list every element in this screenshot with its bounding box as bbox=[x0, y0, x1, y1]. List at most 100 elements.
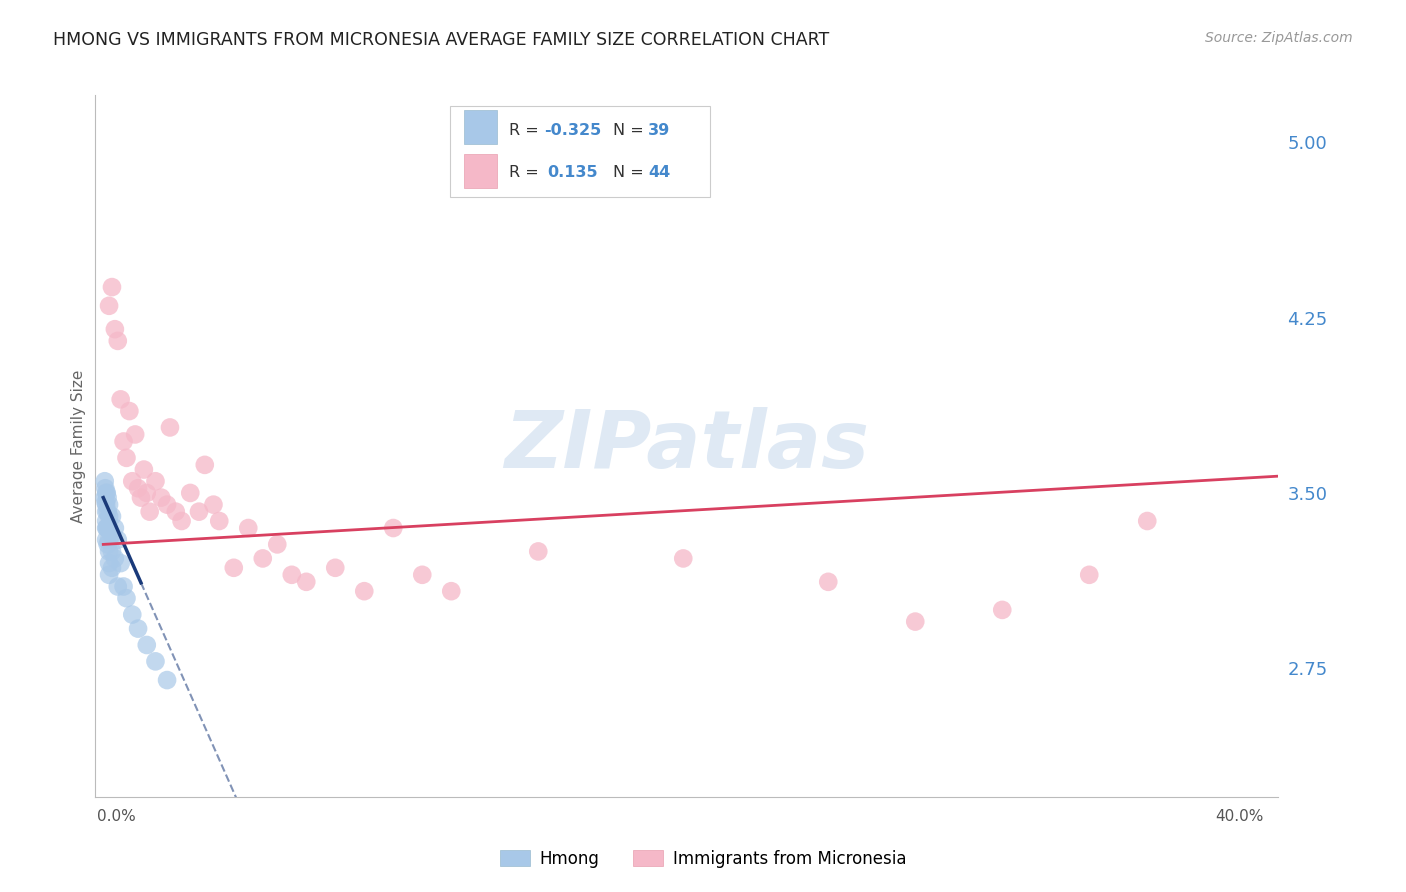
Point bbox=[104, 521, 127, 535]
Point bbox=[101, 528, 124, 542]
FancyBboxPatch shape bbox=[464, 154, 496, 188]
Point bbox=[98, 498, 121, 512]
Point bbox=[97, 537, 120, 551]
Point bbox=[170, 514, 193, 528]
Point bbox=[93, 475, 115, 489]
Point bbox=[96, 486, 118, 500]
Point bbox=[132, 462, 155, 476]
Point bbox=[440, 584, 463, 599]
Point bbox=[110, 556, 132, 570]
Point bbox=[127, 481, 149, 495]
FancyBboxPatch shape bbox=[450, 106, 710, 197]
Point bbox=[527, 544, 550, 558]
Point bbox=[98, 521, 121, 535]
Point bbox=[156, 498, 179, 512]
Point bbox=[98, 533, 121, 547]
Point bbox=[145, 654, 167, 668]
Point bbox=[252, 551, 274, 566]
Point bbox=[93, 491, 115, 505]
Point bbox=[104, 322, 127, 336]
Point bbox=[112, 434, 135, 449]
Text: 0.135: 0.135 bbox=[548, 165, 599, 180]
Point bbox=[98, 544, 121, 558]
Point bbox=[295, 574, 318, 589]
Point bbox=[222, 561, 245, 575]
Point bbox=[165, 505, 187, 519]
Point bbox=[323, 561, 346, 575]
Text: 0.0%: 0.0% bbox=[97, 809, 136, 823]
Point bbox=[194, 458, 217, 472]
Point bbox=[138, 505, 160, 519]
Point bbox=[98, 556, 121, 570]
Point bbox=[97, 505, 120, 519]
Point bbox=[353, 584, 375, 599]
Text: ZIPatlas: ZIPatlas bbox=[503, 407, 869, 485]
Point bbox=[118, 404, 141, 418]
Point bbox=[96, 514, 118, 528]
FancyBboxPatch shape bbox=[464, 111, 496, 145]
Point bbox=[96, 521, 118, 535]
Text: -0.325: -0.325 bbox=[544, 123, 602, 138]
Text: N =: N = bbox=[613, 123, 644, 138]
Point bbox=[202, 498, 225, 512]
Point bbox=[96, 533, 118, 547]
Point bbox=[107, 533, 129, 547]
Text: N =: N = bbox=[613, 165, 644, 180]
Point bbox=[121, 475, 143, 489]
Point bbox=[94, 495, 117, 509]
Point bbox=[96, 505, 118, 519]
Point bbox=[104, 551, 127, 566]
Point bbox=[238, 521, 260, 535]
Point bbox=[96, 521, 118, 535]
Point bbox=[107, 580, 129, 594]
Point bbox=[96, 498, 118, 512]
Point bbox=[129, 491, 152, 505]
Legend: Hmong, Immigrants from Micronesia: Hmong, Immigrants from Micronesia bbox=[494, 844, 912, 875]
Point bbox=[98, 299, 121, 313]
Point bbox=[208, 514, 231, 528]
Y-axis label: Average Family Size: Average Family Size bbox=[72, 369, 86, 523]
Point bbox=[121, 607, 143, 622]
Point bbox=[110, 392, 132, 407]
Point bbox=[281, 567, 304, 582]
Point bbox=[266, 537, 288, 551]
Point bbox=[98, 509, 121, 524]
Text: HMONG VS IMMIGRANTS FROM MICRONESIA AVERAGE FAMILY SIZE CORRELATION CHART: HMONG VS IMMIGRANTS FROM MICRONESIA AVER… bbox=[53, 31, 830, 49]
Point bbox=[382, 521, 405, 535]
Point bbox=[127, 622, 149, 636]
Point bbox=[124, 427, 146, 442]
Point bbox=[115, 450, 138, 465]
Point bbox=[101, 544, 124, 558]
Point bbox=[96, 486, 118, 500]
Point bbox=[179, 486, 201, 500]
Point bbox=[101, 280, 124, 294]
Point bbox=[991, 603, 1014, 617]
Point bbox=[135, 638, 157, 652]
Point bbox=[107, 334, 129, 348]
Point bbox=[112, 580, 135, 594]
Point bbox=[98, 567, 121, 582]
Point bbox=[411, 567, 433, 582]
Point bbox=[115, 591, 138, 606]
Point bbox=[145, 475, 167, 489]
Point bbox=[904, 615, 927, 629]
Point bbox=[159, 420, 181, 434]
Point bbox=[188, 505, 211, 519]
Point bbox=[97, 491, 120, 505]
Point bbox=[135, 486, 157, 500]
Text: 39: 39 bbox=[648, 123, 671, 138]
Point bbox=[817, 574, 839, 589]
Point bbox=[1136, 514, 1159, 528]
Point bbox=[101, 561, 124, 575]
Point bbox=[101, 509, 124, 524]
Point bbox=[1078, 567, 1101, 582]
Point bbox=[156, 673, 179, 687]
Point bbox=[150, 491, 173, 505]
Point bbox=[97, 521, 120, 535]
Point bbox=[94, 481, 117, 495]
Text: R =: R = bbox=[509, 123, 538, 138]
Text: R =: R = bbox=[509, 165, 538, 180]
Text: Source: ZipAtlas.com: Source: ZipAtlas.com bbox=[1205, 31, 1353, 45]
Text: 44: 44 bbox=[648, 165, 671, 180]
Text: 40.0%: 40.0% bbox=[1215, 809, 1263, 823]
